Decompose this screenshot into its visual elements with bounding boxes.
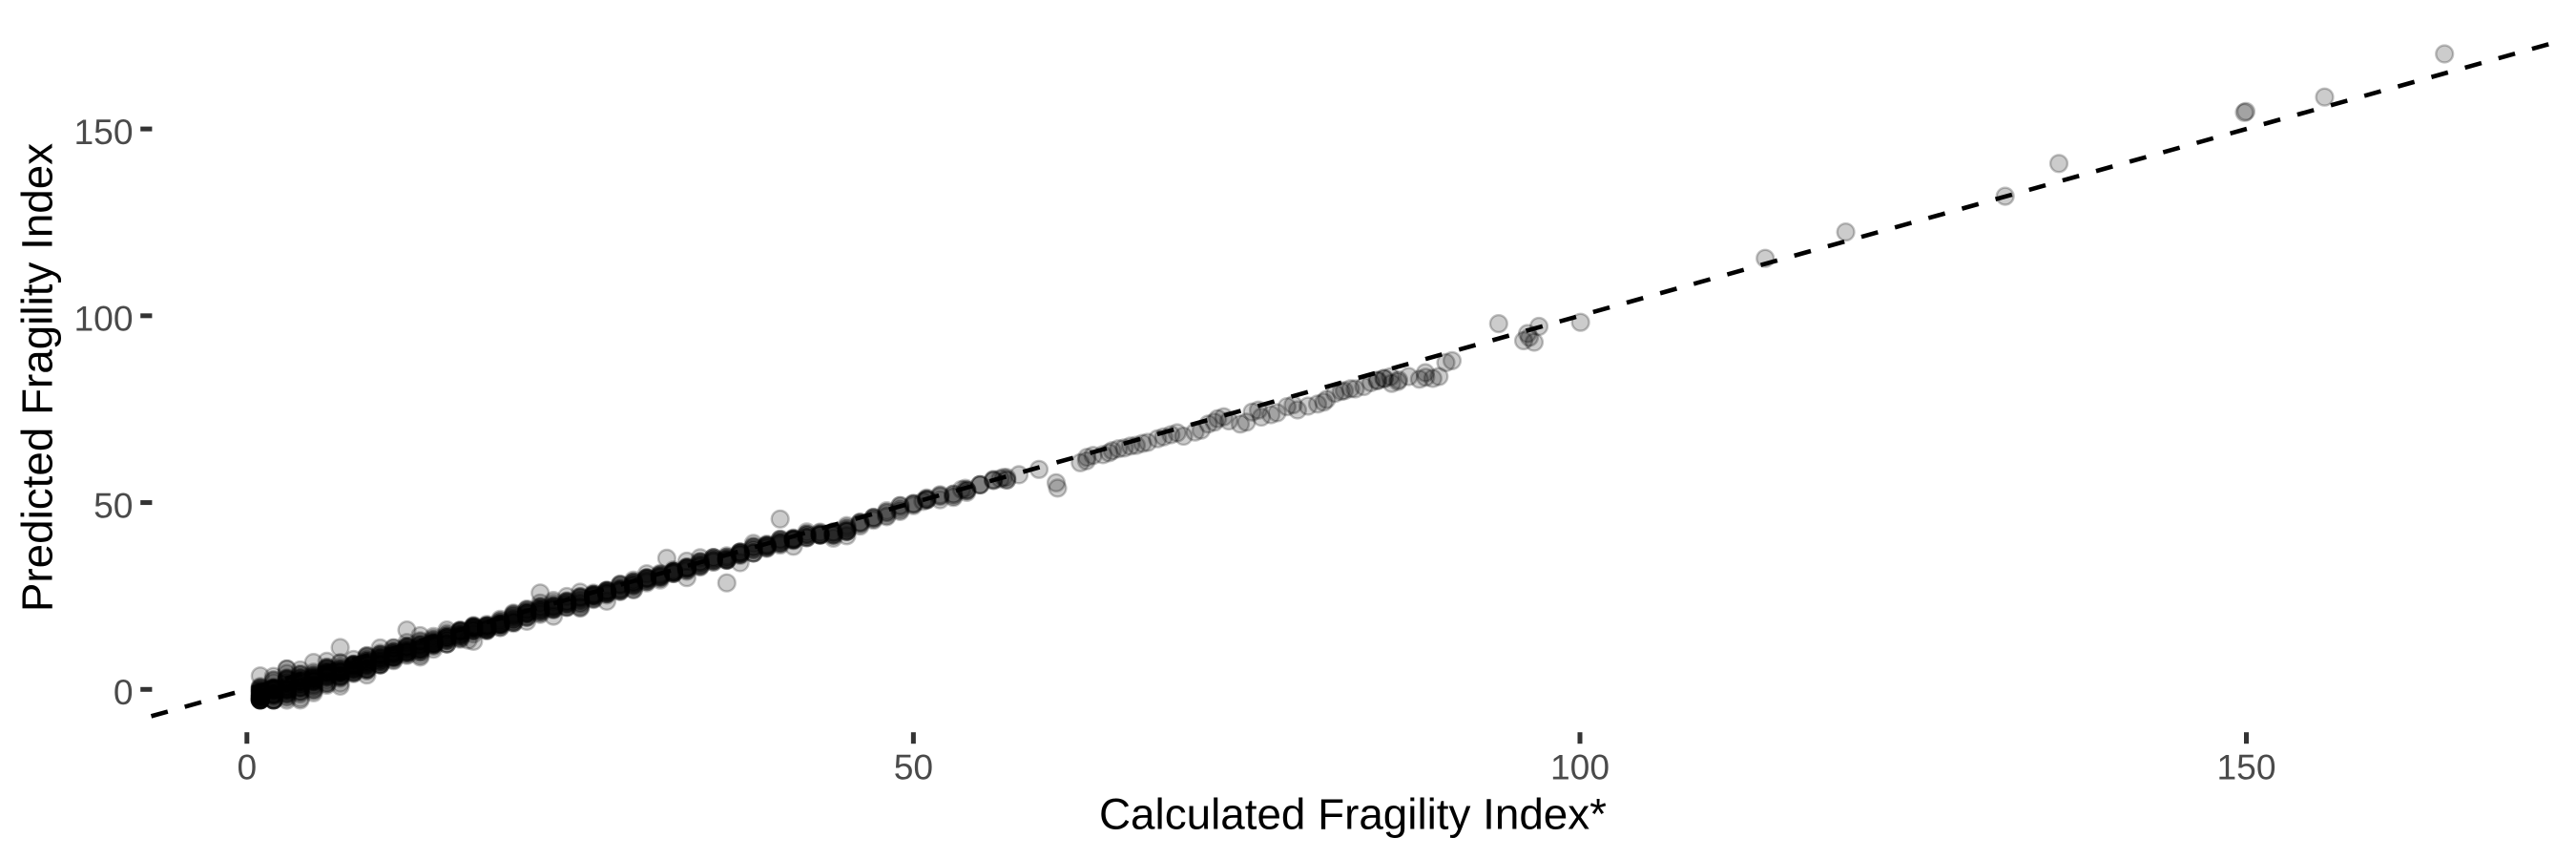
svg-text:0: 0 — [237, 746, 257, 786]
svg-text:150: 150 — [73, 112, 133, 152]
svg-text:100: 100 — [1550, 746, 1610, 786]
svg-text:150: 150 — [2216, 746, 2275, 786]
svg-text:50: 50 — [93, 485, 133, 525]
svg-text:0: 0 — [114, 672, 134, 712]
svg-text:Predicted Fragility Index: Predicted Fragility Index — [13, 143, 62, 612]
svg-text:100: 100 — [73, 299, 133, 339]
svg-text:50: 50 — [894, 746, 933, 786]
svg-text:Calculated Fragility Index*: Calculated Fragility Index* — [1099, 789, 1607, 838]
